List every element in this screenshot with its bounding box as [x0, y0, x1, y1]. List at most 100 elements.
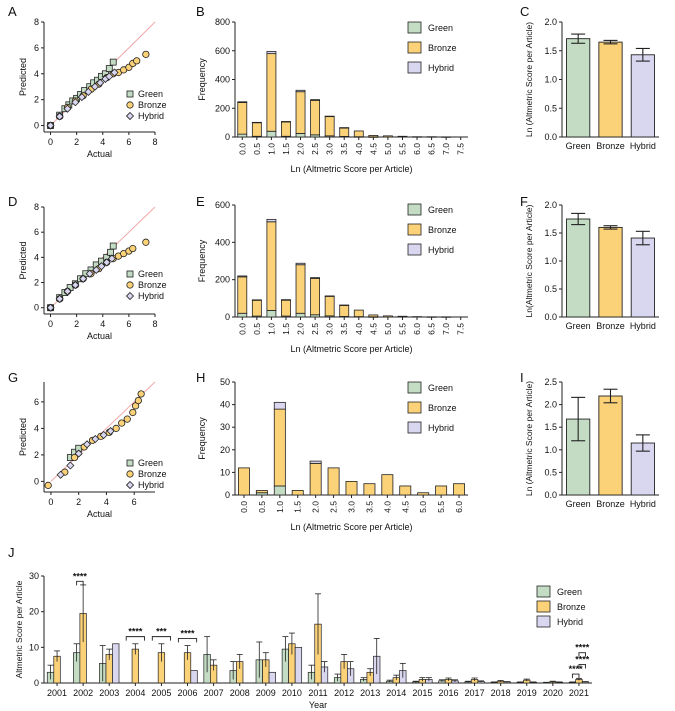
legend-swatch: [407, 21, 422, 34]
y-axis-label: Ln(Altmetric Score per Article): [524, 204, 534, 317]
x-tick-label: 3.0: [325, 143, 335, 155]
panel-letter: A: [8, 4, 17, 19]
bar-bronze: [435, 485, 448, 496]
data-point-hybrid: [63, 287, 72, 296]
y-tick-label: 400: [215, 237, 230, 247]
x-tick-label: 2008: [230, 688, 250, 698]
data-point-green: [109, 242, 117, 250]
bar-hybrid: [339, 127, 350, 129]
data-point-bronze: [129, 244, 137, 253]
legend-label: Bronze: [557, 602, 586, 612]
x-tick-label: 2001: [47, 688, 67, 698]
x-tick-label: 2017: [465, 688, 485, 698]
bar-bronze: [381, 474, 394, 496]
y-tick-label: 1.0: [544, 256, 557, 266]
bar-hybrid: [190, 670, 198, 684]
y-tick-label: 0: [225, 312, 230, 322]
significance-bracket: [578, 652, 586, 657]
bar-bronze: [310, 277, 321, 316]
legend-label: Green: [428, 205, 453, 215]
panel-letter: C: [520, 4, 529, 19]
y-tick-label: 1.0: [544, 445, 557, 455]
legend-swatch: [407, 401, 422, 414]
x-tick-label: 2.0: [296, 323, 306, 335]
bar-bronze: [310, 99, 321, 136]
data-point-hybrid: [105, 72, 114, 81]
y-tick-label: 2: [34, 450, 39, 460]
data-point-hybrid: [77, 92, 86, 102]
legend-swatch: [407, 243, 422, 256]
x-tick-label: 0.5: [252, 143, 262, 155]
x-tick-label: 1.0: [266, 143, 276, 155]
x-tick-label: Hybrid: [630, 141, 656, 151]
significance-bracket: [151, 636, 172, 641]
y-tick-label: 1.0: [544, 75, 557, 85]
legend-marker: [126, 270, 134, 278]
legend-label: Bronze: [428, 43, 457, 53]
bar-green: [566, 218, 591, 318]
bar-hybrid: [630, 54, 655, 138]
x-axis-label: Year: [309, 700, 327, 710]
y-tick-label: 1.5: [544, 228, 557, 238]
x-axis-label: Actual: [87, 149, 112, 159]
data-point-bronze: [133, 57, 141, 65]
legend-marker: [126, 281, 134, 289]
legend-marker: [125, 291, 135, 301]
bar-green: [295, 133, 306, 138]
y-tick-label: 6: [34, 227, 39, 237]
y-tick-label: 20: [220, 445, 230, 455]
legend-marker: [125, 480, 135, 490]
y-tick-label: 8: [34, 17, 39, 27]
x-tick-label: 3.5: [364, 501, 374, 513]
significance-label: ****: [73, 571, 88, 581]
y-tick-label: 6: [34, 43, 39, 53]
y-tick-label: 40: [220, 400, 230, 410]
legend-swatch: [536, 615, 551, 628]
panel-letter: F: [520, 194, 528, 209]
x-tick-label: Bronze: [596, 499, 625, 509]
y-tick-label: 4: [34, 423, 39, 433]
bar-green: [266, 130, 277, 138]
bar-bronze: [309, 462, 322, 496]
bar-bronze: [281, 121, 291, 137]
x-tick-label: 4: [100, 137, 105, 147]
data-point-hybrid: [71, 98, 80, 107]
bar-hybrid: [295, 262, 306, 266]
data-point-hybrid: [46, 121, 55, 130]
x-tick-label: 7.5: [456, 323, 466, 335]
bar-bronze: [397, 135, 408, 138]
x-tick-label: 5.5: [397, 323, 407, 335]
x-tick-label: 1.5: [281, 143, 291, 155]
x-tick-label: 2: [74, 319, 79, 329]
x-tick-label: 2015: [412, 688, 432, 698]
bar-hybrid: [266, 51, 277, 55]
x-axis-label: Ln (Altmetric Score per Article): [290, 164, 412, 174]
data-point-bronze: [118, 419, 126, 427]
x-tick-label: 5.5: [397, 143, 407, 155]
x-tick-label: 7.0: [441, 323, 451, 335]
data-point-hybrid: [90, 82, 99, 91]
data-point-hybrid: [91, 434, 100, 444]
x-tick-label: 2.0: [296, 143, 306, 155]
x-tick-label: 4: [104, 497, 109, 507]
legend-label: Green: [138, 269, 163, 279]
y-tick-label: 30: [220, 422, 230, 432]
bar-green: [566, 38, 591, 138]
x-axis-label: Ln (Altmetric Score per Article): [290, 344, 412, 354]
y-tick-label: 1.5: [544, 422, 557, 432]
significance-bracket: [76, 580, 84, 586]
bar-bronze: [417, 492, 430, 496]
bar-green: [237, 133, 248, 138]
bar-bronze: [397, 315, 408, 318]
legend-label: Green: [557, 587, 582, 597]
legend-label: Green: [138, 89, 163, 99]
bar-hybrid: [281, 299, 291, 301]
x-tick-label: 2020: [543, 688, 563, 698]
y-tick-label: 0: [34, 121, 39, 131]
bar-hybrid: [251, 121, 262, 124]
bar-bronze: [324, 295, 335, 317]
bar-hybrid: [339, 304, 350, 306]
x-tick-label: 5.0: [383, 323, 393, 335]
data-point-hybrid: [106, 426, 115, 436]
legend-label: Green: [138, 458, 163, 468]
